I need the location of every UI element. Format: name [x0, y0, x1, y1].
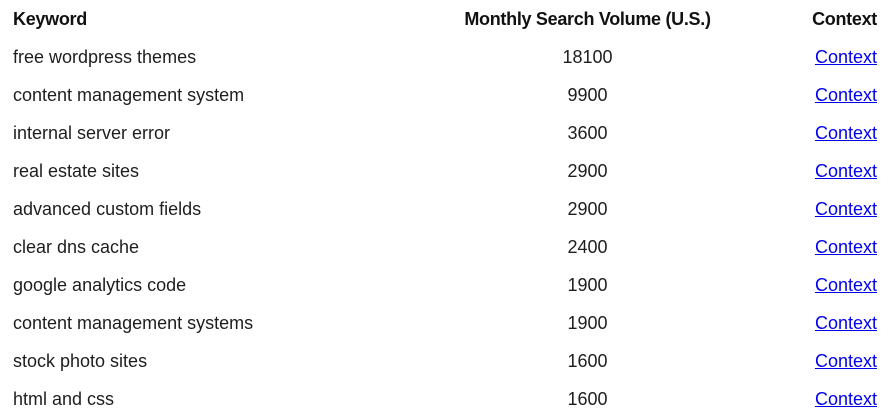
context-link[interactable]: Context [814, 275, 877, 295]
table-body: free wordpress themes 18100 Context cont… [0, 38, 893, 418]
context-link[interactable]: Context [814, 237, 877, 257]
keyword-cell: advanced custom fields [13, 199, 202, 219]
keyword-cell: real estate sites [13, 161, 140, 181]
table-row: html and css 1600 Context [0, 380, 893, 418]
keyword-cell: content management system [13, 85, 245, 105]
table-row: clear dns cache 2400 Context [0, 228, 893, 266]
header-row: Keyword Monthly Search Volume (U.S.) Con… [0, 0, 893, 38]
column-header-volume: Monthly Search Volume (U.S.) [464, 9, 711, 29]
keyword-cell: internal server error [13, 123, 171, 143]
context-link[interactable]: Context [814, 351, 877, 371]
table-row: content management system 9900 Context [0, 76, 893, 114]
table-row: real estate sites 2900 Context [0, 152, 893, 190]
context-link[interactable]: Context [814, 47, 877, 67]
volume-cell: 2400 [567, 237, 608, 257]
context-link[interactable]: Context [814, 313, 877, 333]
volume-cell: 1600 [567, 389, 608, 409]
column-header-context: Context [812, 9, 877, 29]
volume-cell: 9900 [567, 85, 608, 105]
table-row: free wordpress themes 18100 Context [0, 38, 893, 76]
volume-cell: 2900 [567, 161, 608, 181]
context-link[interactable]: Context [814, 123, 877, 143]
keyword-cell: html and css [13, 389, 115, 409]
context-link[interactable]: Context [814, 161, 877, 181]
keyword-cell: content management systems [13, 313, 254, 333]
volume-cell: 18100 [562, 47, 613, 67]
table-header: Keyword Monthly Search Volume (U.S.) Con… [0, 0, 893, 38]
keyword-cell: stock photo sites [13, 351, 148, 371]
volume-cell: 1900 [567, 275, 608, 295]
column-header-keyword: Keyword [13, 9, 87, 29]
keyword-cell: free wordpress themes [13, 47, 197, 67]
table-row: advanced custom fields 2900 Context [0, 190, 893, 228]
table-row: content management systems 1900 Context [0, 304, 893, 342]
volume-cell: 1900 [567, 313, 608, 333]
context-link[interactable]: Context [814, 199, 877, 219]
volume-cell: 1600 [567, 351, 608, 371]
table-row: stock photo sites 1600 Context [0, 342, 893, 380]
context-link[interactable]: Context [814, 389, 877, 409]
keyword-cell: clear dns cache [13, 237, 140, 257]
volume-cell: 2900 [567, 199, 608, 219]
table-row: google analytics code 1900 Context [0, 266, 893, 304]
keyword-cell: google analytics code [13, 275, 187, 295]
volume-cell: 3600 [567, 123, 608, 143]
table-row: internal server error 3600 Context [0, 114, 893, 152]
context-link[interactable]: Context [814, 85, 877, 105]
